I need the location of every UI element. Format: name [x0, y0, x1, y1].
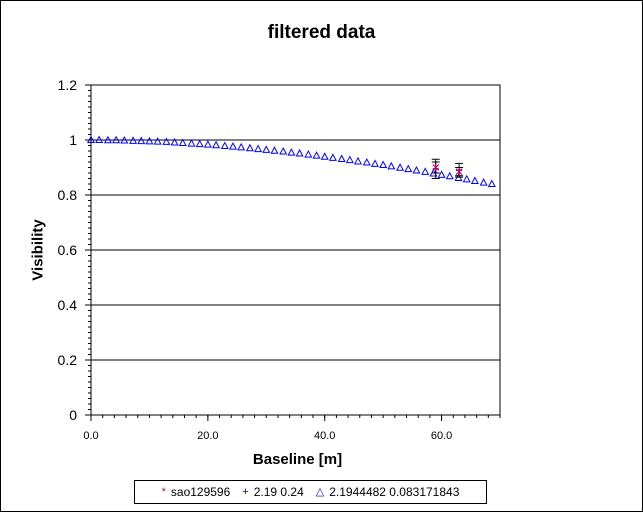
legend-label: sao129596 — [170, 485, 231, 499]
triangle-point — [445, 171, 454, 180]
triangle-point — [212, 140, 221, 149]
triangle-point — [95, 135, 104, 143]
triangle-point — [404, 164, 413, 173]
triangle-point — [153, 137, 162, 145]
triangle-point — [320, 152, 329, 160]
triangle-point — [412, 165, 421, 174]
triangle-point — [129, 136, 138, 144]
triangle-point — [328, 153, 337, 161]
triangle-point — [462, 174, 471, 183]
triangle-point — [396, 163, 405, 171]
triangle-point — [312, 151, 321, 159]
triangle-point — [137, 136, 146, 145]
triangle-point — [362, 157, 371, 166]
triangle-point — [379, 160, 388, 169]
triangle-point — [287, 148, 296, 156]
triangle-point — [112, 135, 121, 144]
triangle-point — [220, 141, 229, 150]
plus-marker-icon: + — [242, 485, 249, 498]
triangle-point — [237, 142, 246, 151]
triangle-point — [295, 148, 304, 157]
y-tick-label: 0.8 — [58, 187, 78, 203]
triangle-point — [437, 170, 446, 178]
legend-item-series-2: + 2.19 0.24 — [242, 485, 303, 499]
triangle-point — [470, 176, 479, 184]
x-tick-label: 20.0 — [197, 430, 218, 442]
triangle-point — [353, 156, 363, 165]
star-point — [432, 164, 440, 171]
triangle-point — [145, 136, 154, 145]
x-tick-label: 40.0 — [314, 430, 335, 442]
triangle-point — [162, 137, 171, 145]
y-tick-label: 0.4 — [58, 297, 78, 313]
triangle-point — [178, 138, 187, 147]
triangle-point — [270, 146, 279, 154]
triangle-point — [279, 146, 288, 155]
x-tick-label: 60.0 — [431, 430, 452, 442]
triangle-point — [345, 155, 354, 164]
y-tick-label: 0.6 — [58, 242, 78, 258]
legend-label: 2.19 0.24 — [253, 485, 304, 499]
triangle-point — [120, 135, 129, 144]
legend-label: 2.1944482 0.083171843 — [329, 485, 460, 499]
star-marker-icon: * — [161, 485, 166, 498]
triangle-point — [170, 137, 179, 146]
triangle-point — [487, 179, 496, 187]
triangle-point — [479, 178, 488, 186]
y-tick-label: 1.2 — [58, 77, 78, 93]
triangle-point — [228, 142, 238, 150]
legend: * sao129596 + 2.19 0.24 △ 2.1944482 0.08… — [134, 480, 487, 504]
triangle-point — [262, 145, 271, 153]
triangle-point — [187, 139, 196, 147]
triangle-point — [195, 139, 204, 148]
triangle-point — [387, 161, 396, 170]
x-tick-label: 0.0 — [83, 430, 98, 442]
triangle-point — [421, 167, 430, 175]
triangle-point — [370, 159, 379, 167]
y-axis-label: Visibility — [29, 219, 47, 281]
triangle-point — [304, 150, 313, 158]
triangle-marker-icon: △ — [315, 485, 325, 498]
triangle-point — [86, 135, 96, 143]
x-axis-label: Baseline [m] — [252, 451, 343, 468]
chart-title: filtered data — [267, 22, 376, 43]
triangle-point — [103, 135, 112, 144]
y-tick-label: 0 — [69, 407, 77, 423]
triangle-point — [337, 154, 346, 162]
y-tick-label: 1 — [69, 132, 77, 148]
triangle-point — [245, 143, 254, 152]
star-point — [455, 168, 463, 176]
legend-item-series-3: △ 2.1944482 0.083171843 — [316, 485, 460, 499]
triangle-point — [254, 144, 263, 153]
y-tick-label: 0.2 — [58, 352, 78, 368]
legend-item-sao129596: * sao129596 — [162, 485, 231, 499]
triangle-point — [203, 140, 212, 148]
